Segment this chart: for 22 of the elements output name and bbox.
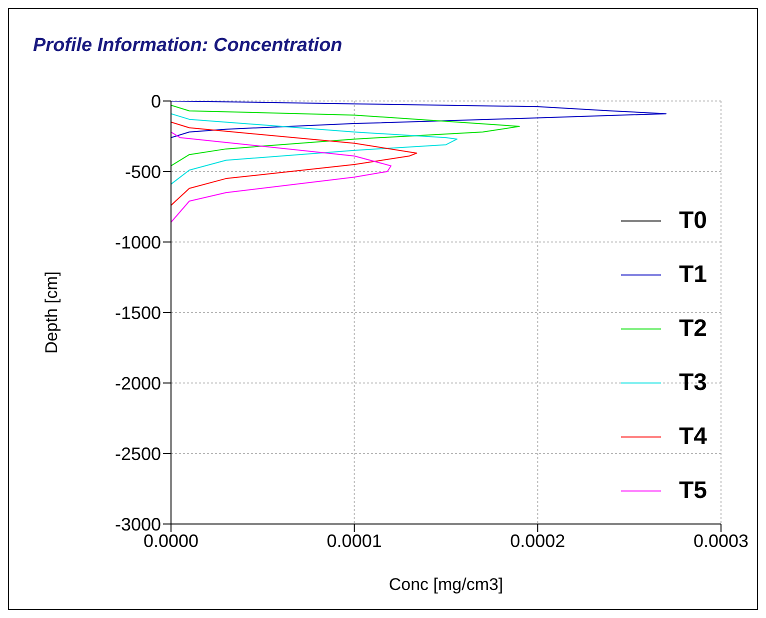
y-tick-label: -1500 (114, 302, 161, 323)
legend-label: T1 (678, 261, 707, 289)
y-tick-label: -500 (124, 162, 161, 182)
legend-label: T3 (678, 369, 707, 397)
x-tick-label: 0.0002 (510, 530, 566, 551)
legend-label: T2 (678, 315, 707, 343)
y-axis-title: Depth [cm] (42, 271, 62, 354)
y-tick-label: -2000 (114, 373, 161, 394)
y-tick-label: 0 (150, 91, 161, 112)
chart-title: Profile Information: Concentration (33, 35, 342, 57)
y-tick-label: -2500 (114, 444, 161, 464)
legend-label: T4 (678, 423, 707, 451)
x-tick-label: 0.0003 (693, 530, 749, 551)
line-series (171, 132, 392, 223)
line-series (171, 122, 418, 206)
x-axis-title: Conc [mg/cm3] (388, 575, 504, 594)
line-series (171, 113, 458, 185)
legend-label: T0 (678, 207, 707, 235)
legend-label: T5 (678, 477, 707, 505)
line-series (171, 104, 520, 166)
x-tick-label: 0.0001 (326, 530, 382, 551)
y-tick-label: -1000 (114, 232, 161, 252)
